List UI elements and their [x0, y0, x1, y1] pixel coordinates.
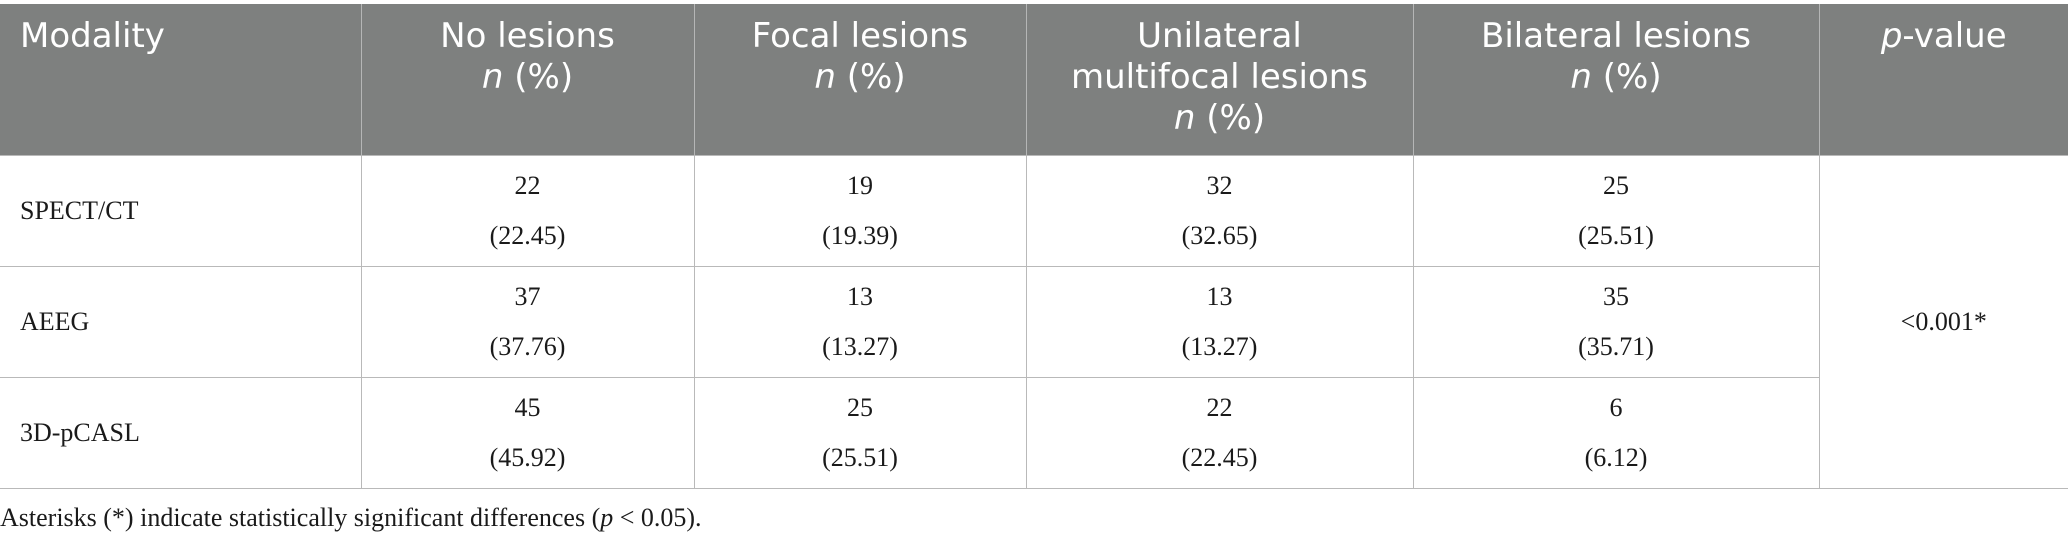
table-footnote: Asterisks (*) indicate statistically sig… [0, 503, 702, 533]
focal-lesions-cell: 13 (13.27) [693, 265, 1026, 377]
cell-count: 45 [514, 392, 541, 422]
header-focal-lesions-title: Focal lesions [751, 16, 969, 56]
row-modality-cell: SPECT/CT [0, 154, 361, 266]
header-unilateral-line2: multifocal lesions [1070, 57, 1369, 97]
table-body: SPECT/CT 22 (22.45) 19 (19.39) 32 (32.65… [0, 154, 2068, 489]
footnote-p-symbol: p [600, 503, 614, 532]
header-bilateral-lesions: Bilateral lesions n (%) [1412, 4, 1819, 155]
cell-count: 19 [847, 170, 873, 200]
header-no-lesions-pct: (%) [503, 57, 574, 97]
cell-percent: (19.39) [822, 220, 898, 250]
cell-percent: (6.12) [1584, 442, 1648, 472]
focal-lesions-cell: 19 (19.39) [693, 154, 1026, 266]
cell-count: 35 [1603, 281, 1629, 311]
cell-percent: (32.65) [1181, 220, 1258, 250]
cell-count: 37 [514, 281, 541, 311]
cell-percent: (25.51) [1578, 220, 1654, 250]
cell-count: 6 [1609, 392, 1623, 422]
cell-count: 22 [1206, 392, 1233, 422]
bilateral-lesions-cell: 25 (25.51) [1412, 154, 1819, 266]
header-unilateral-n: n [1173, 98, 1196, 138]
cell-percent: (22.45) [489, 220, 566, 250]
table-row: SPECT/CT 22 (22.45) 19 (19.39) 32 (32.65… [0, 154, 2068, 489]
cell-count: 13 [1206, 281, 1233, 311]
cell-percent: (13.27) [822, 331, 898, 361]
unilateral-cell: 32 (32.65) [1025, 154, 1413, 266]
header-row: Modality No lesions n (%) Focal lesions … [0, 4, 2068, 155]
unilateral-cell: 22 (22.45) [1025, 376, 1413, 489]
header-p-value-rest: -value [1902, 16, 2007, 56]
footnote-text-after: < 0.05). [613, 503, 702, 532]
header-bilateral-lesions-n: n [1570, 57, 1592, 97]
cell-percent: (37.76) [489, 331, 566, 361]
results-table-container: Modality No lesions n (%) Focal lesions … [0, 4, 2068, 489]
p-value-cell: <0.001* [1818, 154, 2068, 489]
header-focal-lesions: Focal lesions n (%) [693, 4, 1026, 155]
bilateral-lesions-cell: 6 (6.12) [1412, 376, 1819, 489]
cell-percent: (22.45) [1181, 442, 1258, 472]
no-lesions-cell: 45 (45.92) [360, 376, 694, 489]
cell-percent: (13.27) [1181, 331, 1258, 361]
table-row: AEEG 37 (37.76) 13 (13.27) 13 (13.27) 35… [0, 265, 2068, 377]
header-modality-label: Modality [20, 16, 165, 56]
cell-percent: (25.51) [822, 442, 898, 472]
footnote-text-before: Asterisks (*) indicate statistically sig… [0, 503, 601, 532]
header-modality: Modality [0, 4, 361, 155]
header-no-lesions-n: n [481, 57, 504, 97]
header-no-lesions: No lesions n (%) [360, 4, 694, 155]
bilateral-lesions-cell: 35 (35.71) [1412, 265, 1819, 377]
row-modality-cell: 3D-pCASL [0, 376, 361, 489]
header-unilateral-multifocal: Unilateral multifocal lesions n (%) [1025, 4, 1413, 155]
cell-percent: (45.92) [489, 442, 566, 472]
no-lesions-cell: 22 (22.45) [360, 154, 694, 266]
cell-count: 13 [847, 281, 873, 311]
header-no-lesions-title: No lesions [440, 16, 615, 56]
cell-count: 22 [514, 170, 541, 200]
header-p-value: p-value [1818, 4, 2068, 155]
cell-percent: (35.71) [1578, 331, 1654, 361]
no-lesions-cell: 37 (37.76) [360, 265, 694, 377]
table-header: Modality No lesions n (%) Focal lesions … [0, 4, 2068, 155]
focal-lesions-cell: 25 (25.51) [693, 376, 1026, 489]
header-unilateral-line1: Unilateral [1137, 16, 1302, 56]
cell-count: 32 [1206, 170, 1233, 200]
header-bilateral-lesions-pct: (%) [1591, 57, 1662, 97]
cell-count: 25 [1603, 170, 1629, 200]
header-bilateral-lesions-title: Bilateral lesions [1481, 16, 1751, 56]
header-unilateral-pct: (%) [1195, 98, 1266, 138]
results-table: Modality No lesions n (%) Focal lesions … [0, 4, 2068, 489]
row-modality-cell: AEEG [0, 265, 361, 377]
table-row: 3D-pCASL 45 (45.92) 25 (25.51) 22 (22.45… [0, 376, 2068, 489]
cell-count: 25 [847, 392, 873, 422]
header-focal-lesions-pct: (%) [835, 57, 906, 97]
header-p-value-p: p [1880, 16, 1903, 56]
header-focal-lesions-n: n [814, 57, 836, 97]
unilateral-cell: 13 (13.27) [1025, 265, 1413, 377]
